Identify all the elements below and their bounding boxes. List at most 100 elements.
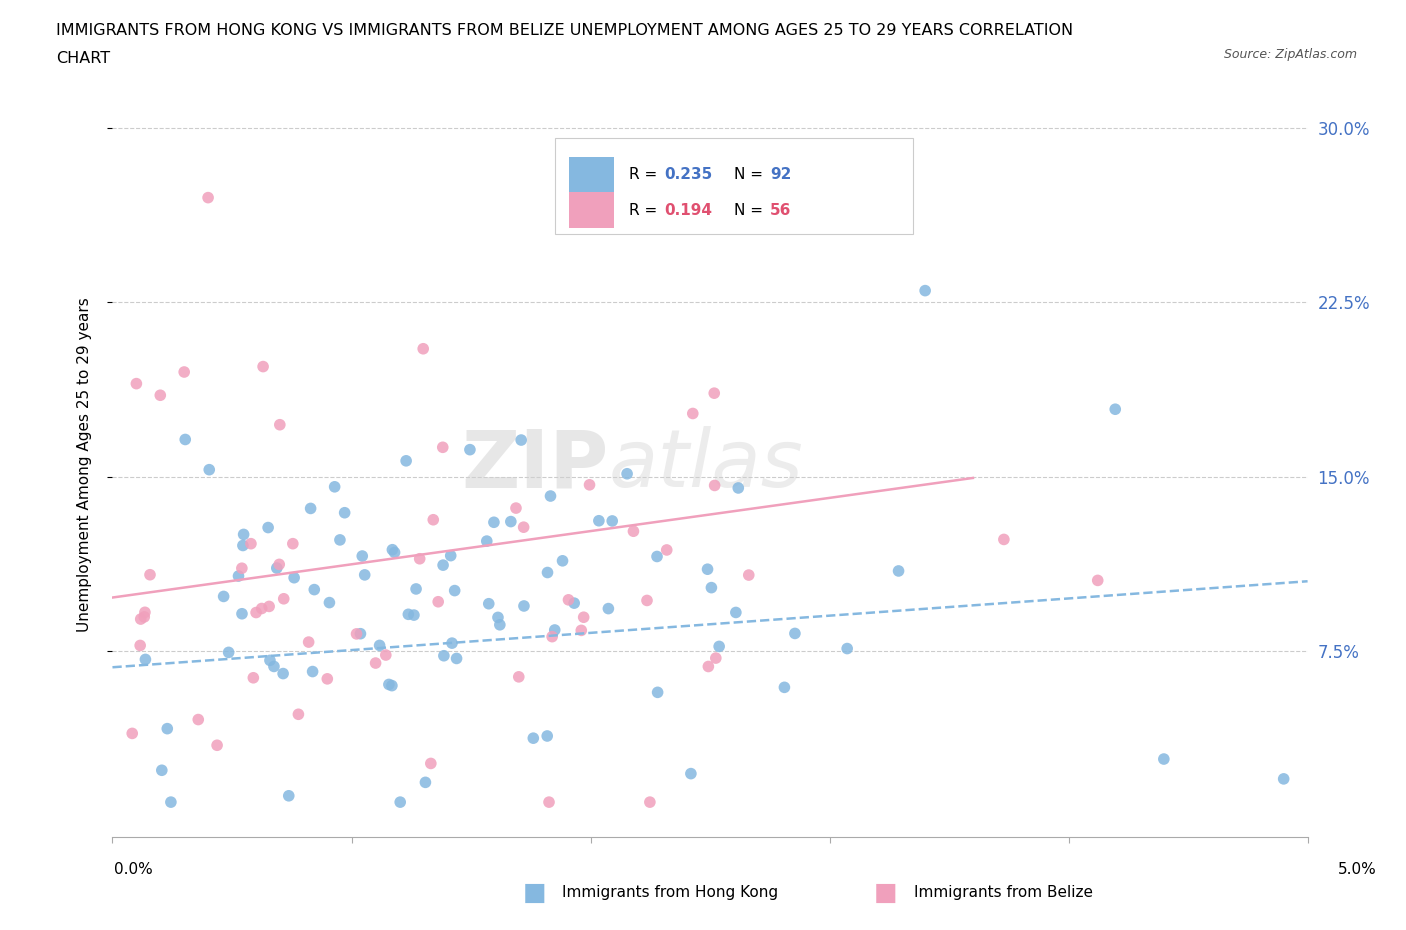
Point: [156, 721, 179, 736]
Point: [232, 538, 254, 553]
Point: [333, 505, 356, 520]
Y-axis label: Unemployment Among Ages 25 to 29 years: Unemployment Among Ages 25 to 29 years: [77, 298, 91, 632]
Text: IMMIGRANTS FROM HONG KONG VS IMMIGRANTS FROM BELIZE UNEMPLOYMENT AMONG AGES 25 T: IMMIGRANTS FROM HONG KONG VS IMMIGRANTS …: [56, 23, 1073, 38]
Text: Source: ZipAtlas.com: Source: ZipAtlas.com: [1223, 48, 1357, 61]
Point: [638, 794, 661, 809]
FancyBboxPatch shape: [569, 193, 614, 228]
Text: R =: R =: [628, 203, 662, 218]
Text: ZIP: ZIP: [461, 426, 609, 504]
Point: [381, 542, 404, 557]
Point: [724, 605, 747, 620]
Point: [512, 520, 534, 535]
Point: [160, 794, 183, 809]
Point: [1104, 402, 1126, 417]
Point: [616, 466, 638, 481]
Point: [353, 567, 375, 582]
Point: [703, 478, 725, 493]
Point: [228, 568, 250, 583]
Point: [440, 548, 463, 563]
Point: [707, 639, 730, 654]
Point: [1087, 573, 1109, 588]
Point: [682, 406, 704, 421]
Point: [513, 599, 536, 614]
Point: [134, 652, 156, 667]
Text: 0.0%: 0.0%: [114, 862, 153, 877]
Point: [569, 623, 592, 638]
Point: [537, 794, 560, 809]
Point: [232, 527, 254, 542]
Point: [489, 618, 512, 632]
Point: [364, 656, 387, 671]
Point: [174, 432, 197, 447]
Point: [257, 520, 280, 535]
Text: ■: ■: [523, 881, 546, 905]
Point: [349, 626, 371, 641]
Point: [478, 596, 501, 611]
Text: 5.0%: 5.0%: [1337, 862, 1376, 877]
FancyBboxPatch shape: [554, 138, 914, 234]
Point: [129, 612, 152, 627]
Point: [727, 481, 749, 496]
Point: [368, 638, 391, 653]
Point: [486, 610, 509, 625]
Point: [422, 512, 444, 527]
Point: [427, 594, 450, 609]
Point: [432, 440, 454, 455]
Point: [588, 513, 610, 528]
Point: [510, 432, 533, 447]
Text: Immigrants from Hong Kong: Immigrants from Hong Kong: [562, 885, 779, 900]
Point: [773, 680, 796, 695]
Point: [623, 524, 645, 538]
Point: [419, 756, 441, 771]
Point: [433, 648, 456, 663]
Point: [389, 794, 412, 809]
Point: [475, 534, 498, 549]
Point: [541, 630, 564, 644]
Point: [134, 609, 156, 624]
Point: [198, 462, 221, 477]
Point: [187, 712, 209, 727]
Point: [231, 606, 253, 621]
Point: [522, 731, 544, 746]
Point: [304, 582, 326, 597]
Point: [409, 551, 432, 566]
Point: [384, 545, 406, 560]
Point: [352, 549, 374, 564]
Point: [1153, 751, 1175, 766]
Point: [273, 591, 295, 606]
Point: [700, 580, 723, 595]
Point: [837, 641, 859, 656]
Point: [703, 386, 725, 401]
Point: [482, 515, 505, 530]
Point: [600, 513, 623, 528]
Point: [508, 670, 530, 684]
Point: [914, 283, 936, 298]
Point: [329, 533, 352, 548]
Point: [301, 664, 323, 679]
Point: [738, 567, 761, 582]
Point: [374, 647, 396, 662]
Point: [281, 537, 304, 551]
Point: [697, 659, 720, 674]
Point: [696, 562, 718, 577]
Text: 92: 92: [770, 166, 792, 182]
Point: [125, 376, 148, 391]
Point: [231, 561, 253, 576]
Point: [395, 454, 418, 469]
Point: [396, 607, 419, 622]
Point: [544, 622, 567, 637]
Point: [440, 636, 463, 651]
Point: [636, 593, 658, 608]
Point: [299, 501, 322, 516]
Text: CHART: CHART: [56, 51, 110, 66]
Point: [655, 542, 678, 557]
Point: [887, 564, 910, 578]
Text: N =: N =: [734, 203, 768, 218]
Point: [578, 477, 600, 492]
Point: [647, 684, 669, 699]
Point: [218, 644, 240, 659]
Point: [134, 604, 156, 619]
Text: ■: ■: [875, 881, 897, 905]
Point: [412, 341, 434, 356]
Point: [250, 601, 273, 616]
